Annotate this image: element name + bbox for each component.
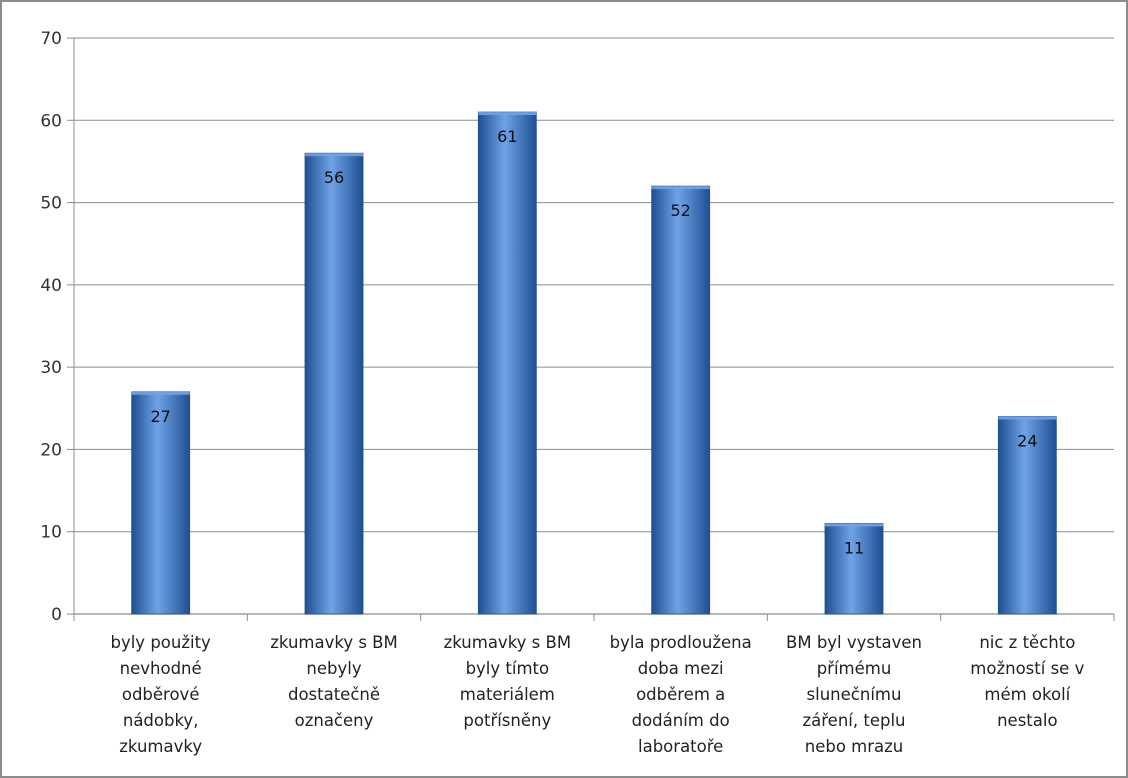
bar-cap xyxy=(305,153,363,157)
x-category-label-line: zkumavky xyxy=(119,737,202,756)
x-category-label-line: byly použity xyxy=(110,633,211,652)
data-label: 61 xyxy=(497,127,517,146)
x-category-label-line: laboratoře xyxy=(638,737,723,756)
x-category-label-line: nic z těchto xyxy=(979,633,1075,652)
y-tick-label: 40 xyxy=(40,276,62,296)
bar-6 xyxy=(997,416,1057,615)
x-category-label-line: dodáním do xyxy=(632,711,730,730)
x-category-label: byly použity nevhodné odběrové nádobky, zkum… xyxy=(110,633,211,756)
y-tick-label: 60 xyxy=(40,111,62,131)
x-category-label-line: záření, teplu xyxy=(802,711,905,730)
y-tick-label: 30 xyxy=(40,358,62,378)
bar-cap xyxy=(998,416,1057,420)
x-category-label: BM byl vystaven přímému slunečnímu záření, … xyxy=(786,633,922,756)
x-category-label-line: mém okolí xyxy=(984,685,1071,704)
x-category-label-line: zkumavky s BM xyxy=(270,633,398,652)
data-label: 27 xyxy=(150,407,170,426)
x-category-label-line: odběrové xyxy=(122,685,200,704)
x-category-label-line: nestalo xyxy=(997,711,1057,730)
x-category-label-line: byla prodloužena xyxy=(610,633,752,652)
x-category-label-line: nebyly xyxy=(306,659,361,678)
x-category-label-line: BM byl vystaven xyxy=(786,633,922,652)
bar-5 xyxy=(824,523,884,615)
x-category-label-line: označeny xyxy=(295,711,374,730)
y-tick-label: 20 xyxy=(40,440,62,460)
bar-3 xyxy=(477,111,537,615)
y-tick-label: 10 xyxy=(40,523,62,543)
x-category-label: zkumavky s BM nebyly dostatečně označeny xyxy=(270,633,398,730)
data-label: 52 xyxy=(670,201,690,220)
x-category-label: zkumavky s BM byly tímto materiálem potřísn… xyxy=(444,633,572,730)
x-category-label-line: možností se v xyxy=(970,659,1084,678)
x-category-label: nic z těchto možností se v mém okolí nestal… xyxy=(970,633,1084,730)
x-category-label-line: nádobky, xyxy=(123,711,199,730)
bar-cap xyxy=(131,391,190,395)
data-label: 56 xyxy=(324,168,344,187)
y-tick-label: 50 xyxy=(40,194,62,214)
x-category-label-line: nevhodné xyxy=(120,659,202,678)
x-category-label-line: odběrem a xyxy=(636,685,725,704)
data-label: 11 xyxy=(844,538,864,557)
x-category-label-line: přímému xyxy=(817,659,892,678)
x-category-label-line: dostatečně xyxy=(288,685,380,704)
data-label: 24 xyxy=(1017,432,1037,451)
x-category-label-line: doba mezi xyxy=(638,659,724,678)
x-category-label: byla prodloužena doba mezi odběrem a dodání… xyxy=(610,633,752,756)
y-tick-label: 0 xyxy=(51,605,62,625)
y-tick-label: 70 xyxy=(40,29,62,49)
x-category-label-line: materiálem xyxy=(460,685,555,704)
x-category-label-line: potřísněny xyxy=(463,711,551,730)
bar-cap xyxy=(825,523,883,527)
bar-cap xyxy=(478,112,537,116)
x-category-label-line: nebo mrazu xyxy=(805,737,904,756)
bar-cap xyxy=(651,186,710,190)
x-category-label-line: byly tímto xyxy=(466,659,550,678)
x-category-label-line: zkumavky s BM xyxy=(444,633,572,652)
bar-2 xyxy=(304,152,364,615)
x-category-label-line: slunečnímu xyxy=(807,685,902,704)
bar-4 xyxy=(651,185,711,615)
